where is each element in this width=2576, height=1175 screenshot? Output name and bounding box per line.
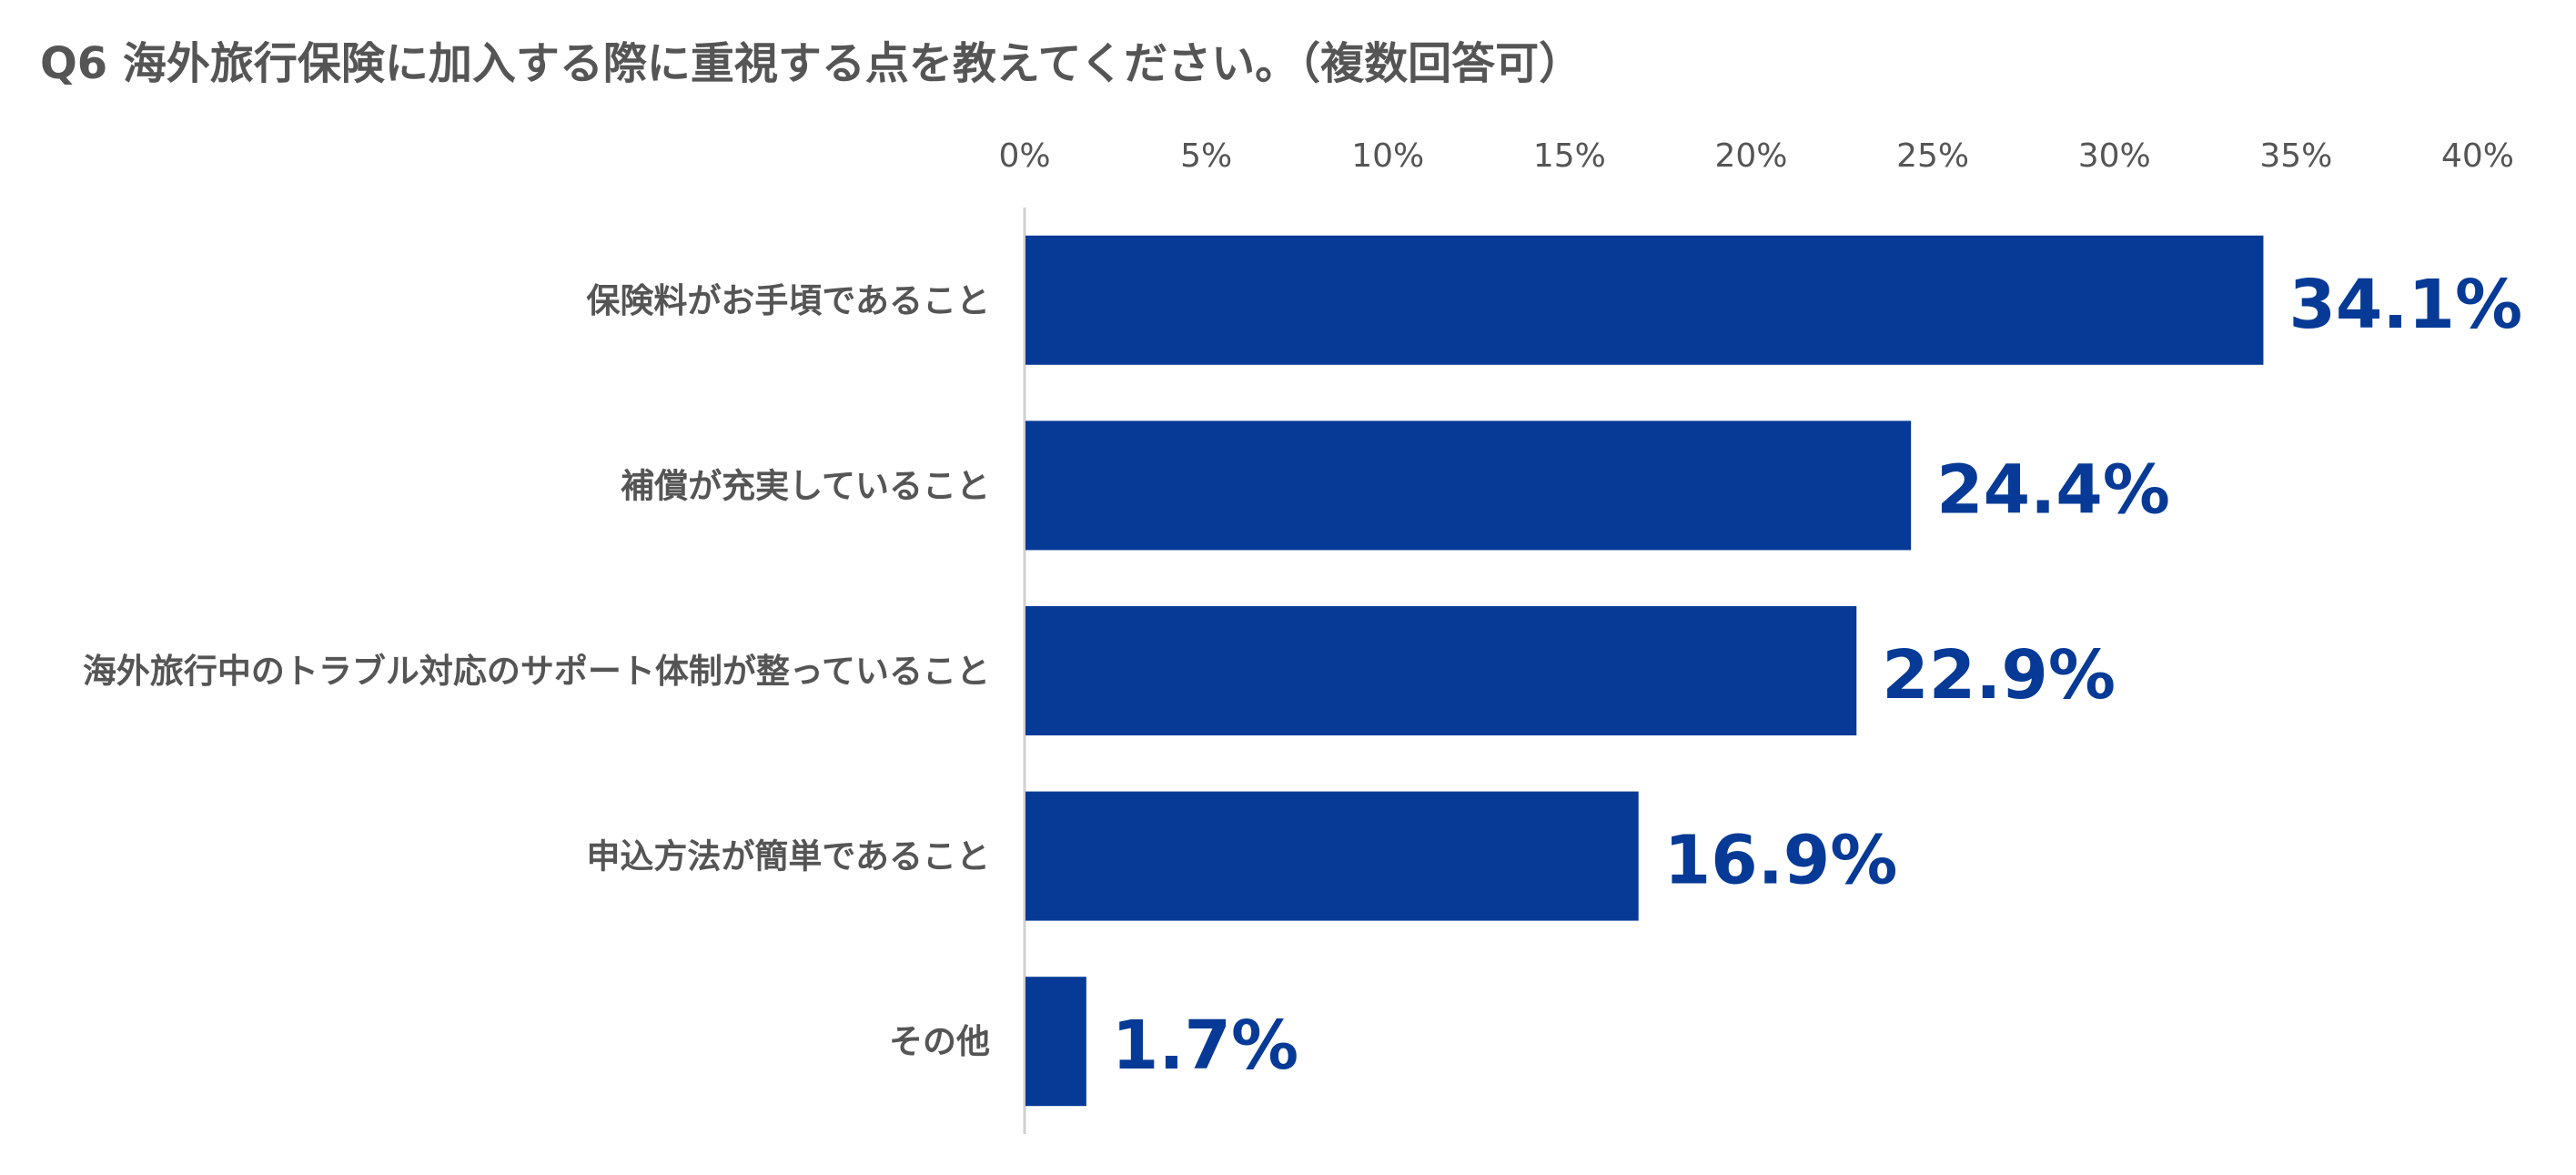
category-label: 補償が充実していること (621, 466, 990, 505)
category-label: 申込方法が簡単であること (586, 837, 990, 876)
x-tick-label: 5% (1180, 137, 1232, 175)
x-tick-label: 0% (998, 137, 1050, 175)
category-label: 保険料がお手頃であること (586, 281, 990, 320)
chart-title: Q6 海外旅行保険に加入する際に重視する点を教えてください。（複数回答可） (40, 38, 1583, 89)
bar (1025, 791, 1639, 921)
x-tick-label: 25% (1896, 137, 1969, 175)
category-label: 海外旅行中のトラブル対応のサポート体制が整っていること (83, 652, 990, 691)
bar (1025, 606, 1857, 735)
data-label: 22.9% (1882, 636, 2116, 714)
x-tick-label: 40% (2441, 137, 2514, 175)
bar (1025, 977, 1086, 1107)
data-label: 1.7% (1112, 1007, 1298, 1085)
x-tick-label: 35% (2259, 137, 2332, 175)
category-label: その他 (889, 1022, 990, 1061)
x-tick-label: 30% (2078, 137, 2151, 175)
data-label: 16.9% (1664, 822, 1898, 900)
bar (1025, 235, 2264, 365)
x-tick-label: 20% (1714, 137, 1787, 175)
bar (1025, 420, 1912, 551)
x-tick-label: 10% (1351, 137, 1424, 175)
x-tick-label: 15% (1533, 137, 1606, 175)
data-label: 34.1% (2288, 266, 2522, 344)
data-label: 24.4% (1936, 451, 2170, 529)
